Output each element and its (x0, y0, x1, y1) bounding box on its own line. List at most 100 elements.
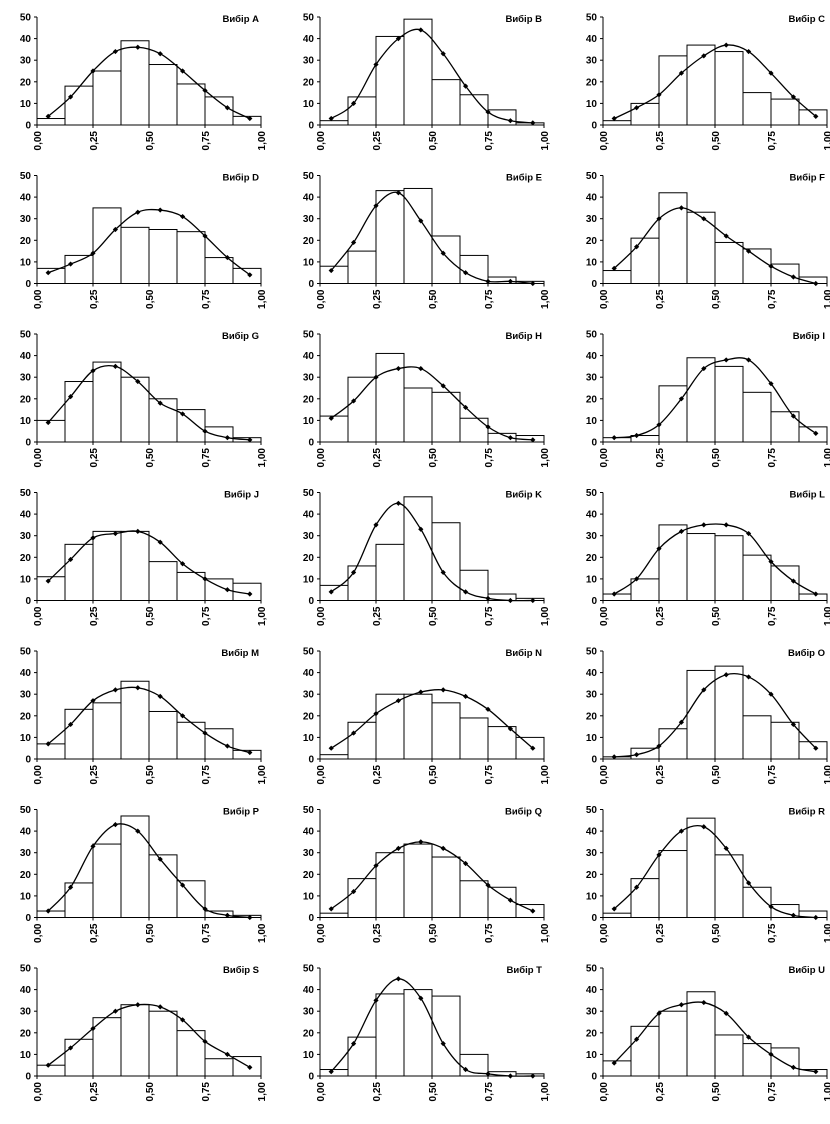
x-tick-label: 0,75 (767, 1082, 778, 1102)
panel-title: Вибір P (223, 807, 260, 818)
histogram-bar (487, 886, 517, 919)
curve-point (634, 432, 640, 439)
curve-point (611, 265, 617, 271)
x-tick-label: 0,00 (599, 1082, 610, 1102)
curve-point (507, 897, 513, 903)
y-tick-label: 20 (586, 236, 598, 247)
curve-point (485, 595, 491, 601)
histogram-bar (375, 693, 405, 760)
curve-point (790, 94, 796, 100)
chart-panel: 0 10 20 30 40 50 0,00 0,25 0,50 0,75 1,00 Вибір S (20, 964, 268, 1102)
curve-point (224, 743, 230, 749)
histogram-bar (770, 721, 800, 760)
curve-point (395, 365, 401, 372)
curve-point (373, 863, 379, 869)
panel-title: Вибір L (790, 490, 826, 501)
curve-point (768, 381, 774, 387)
histogram-bar (459, 880, 489, 919)
x-tick-label: 1,00 (257, 289, 268, 309)
curve-point (463, 693, 469, 699)
y-tick-label: 10 (20, 99, 32, 110)
curve-point (68, 721, 74, 728)
histogram-bar (204, 257, 234, 284)
y-tick-label: 10 (303, 1050, 315, 1061)
histogram-bar (176, 721, 206, 760)
curve-point (157, 693, 163, 699)
curve-point (768, 263, 774, 269)
curve-point (634, 576, 640, 582)
curve-point (656, 743, 662, 749)
curve-point (351, 569, 357, 576)
x-tick-label: 0,50 (428, 448, 439, 468)
curve-point (395, 500, 401, 506)
histogram-bar (602, 593, 632, 602)
curve-point (351, 730, 357, 736)
histogram-bar (742, 248, 772, 285)
y-tick-label: 40 (20, 351, 32, 362)
x-tick-label: 0,75 (767, 765, 778, 785)
curve-point (530, 280, 536, 287)
x-tick-label: 0,75 (484, 765, 495, 785)
x-tick-label: 0,50 (711, 448, 722, 468)
x-tick-label: 0,50 (711, 765, 722, 785)
curve-point (224, 435, 230, 441)
y-tick-label: 40 (303, 985, 315, 996)
histogram-bar (403, 18, 433, 126)
curve-point (678, 1002, 684, 1008)
y-tick-label: 10 (20, 574, 32, 585)
x-tick-label: 0,75 (484, 923, 495, 943)
curve-point (373, 522, 379, 528)
x-tick-label: 0,25 (372, 923, 383, 943)
histogram-bar (658, 1010, 688, 1077)
histogram-bar (403, 187, 433, 285)
curve-point (418, 689, 424, 695)
histogram-bar (120, 40, 150, 126)
panel-title: Вибір G (222, 331, 259, 342)
y-tick-label: 50 (303, 330, 315, 341)
histogram-bar (120, 815, 150, 918)
histogram-bar (319, 584, 349, 602)
x-tick-label: 1,00 (257, 448, 268, 468)
x-tick-label: 0,00 (33, 606, 44, 626)
curve-point (768, 559, 774, 565)
histogram-bar (630, 1025, 660, 1077)
y-tick-label: 30 (586, 848, 598, 859)
histogram-bar (36, 743, 66, 760)
curve-point (135, 828, 141, 834)
curve-point (45, 578, 51, 584)
y-tick-label: 20 (303, 553, 315, 564)
histogram-bar (148, 229, 178, 284)
curve-point (656, 1010, 662, 1016)
histogram-bar (64, 1038, 94, 1077)
panel-title: Вибір N (505, 648, 542, 659)
curve-point (395, 845, 401, 851)
x-tick-label: 0,00 (599, 131, 610, 151)
histogram-bar (431, 702, 461, 760)
chart-panel: 0 10 20 30 40 50 0,00 0,25 0,50 0,75 1,00 Вибір U (586, 964, 830, 1102)
curve-point (224, 1051, 230, 1057)
histogram-bar (148, 561, 178, 601)
x-tick-label: 0,25 (372, 448, 383, 468)
curve-point (45, 419, 51, 426)
curve-point (418, 365, 424, 372)
curve-point (746, 48, 752, 55)
curve-point (247, 914, 253, 921)
curve-point (440, 250, 446, 256)
curve-point (701, 365, 707, 372)
curve-point (790, 578, 796, 584)
x-tick-label: 0,50 (145, 765, 156, 785)
curve-point (373, 203, 379, 209)
curve-point (202, 906, 208, 912)
histogram-bar (602, 270, 632, 285)
fitted-curve (330, 366, 533, 441)
curve-point (813, 430, 819, 436)
curve-point (530, 1073, 536, 1079)
fitted-curve (613, 824, 816, 919)
y-tick-label: 40 (20, 985, 32, 996)
y-tick-label: 0 (25, 755, 31, 766)
curve-point (112, 530, 118, 537)
histogram-bar (658, 192, 688, 284)
histogram-bar (770, 98, 800, 126)
x-tick-label: 1,00 (540, 765, 551, 785)
y-tick-label: 10 (20, 891, 32, 902)
